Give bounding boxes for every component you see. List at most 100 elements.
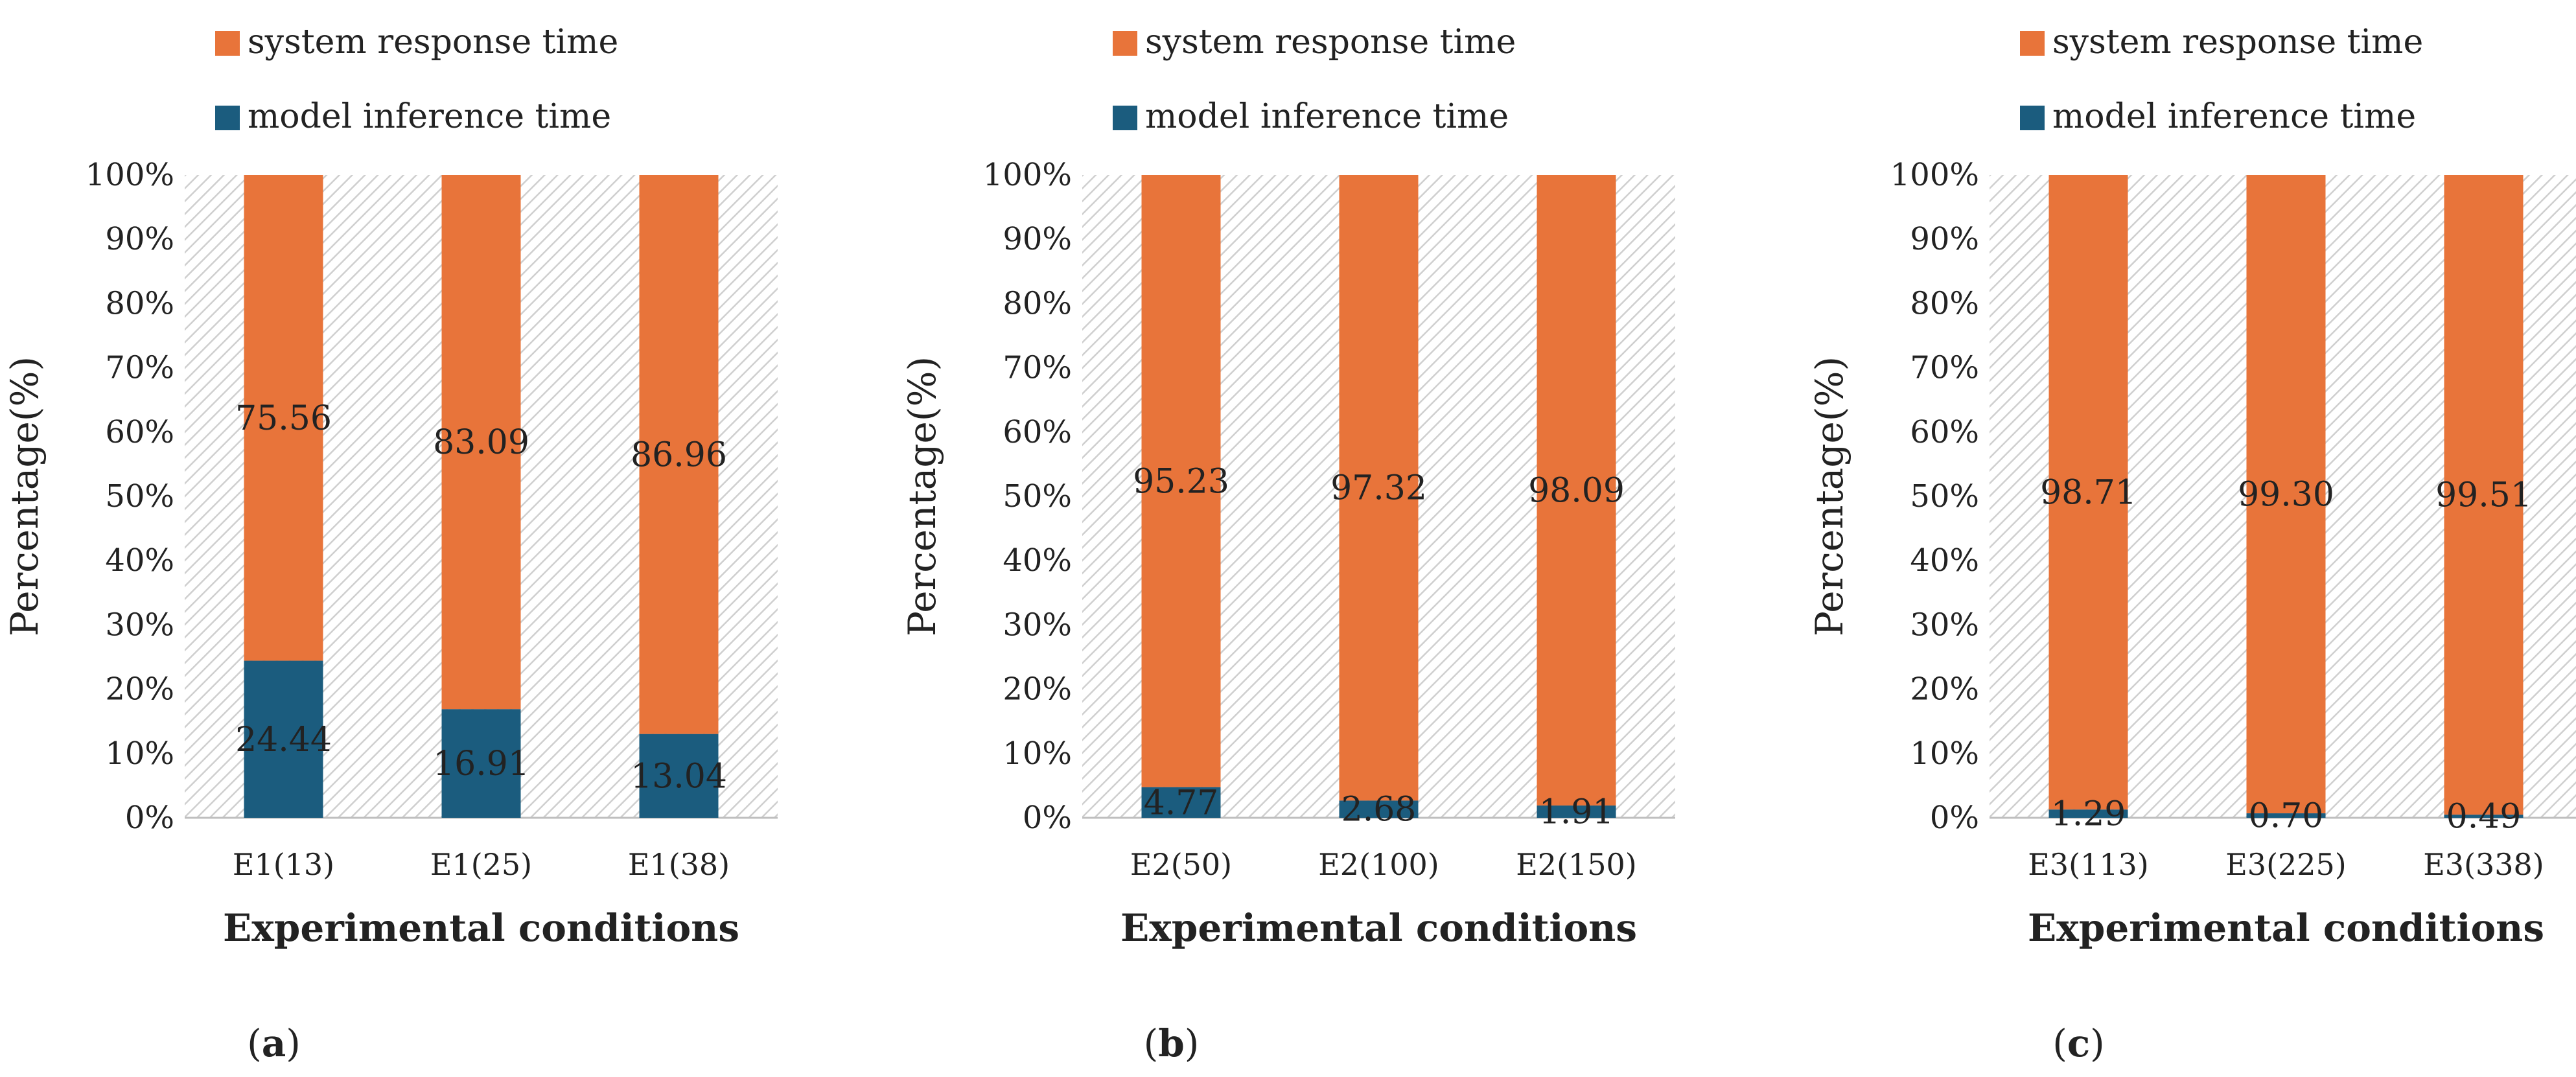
x-category-label: E3(113) <box>2028 847 2149 882</box>
y-tick-label: 70% <box>1910 350 1979 386</box>
bar-model-inference <box>1141 787 1221 818</box>
legend-swatch <box>215 31 240 56</box>
y-tick-label: 80% <box>105 285 174 321</box>
x-category-label: E3(225) <box>2225 847 2347 882</box>
data-label-system-response: 98.71 <box>2040 474 2137 513</box>
y-tick-label: 80% <box>1003 285 1072 321</box>
y-tick-label: 40% <box>1003 542 1072 579</box>
y-tick-label: 20% <box>105 671 174 708</box>
legend-swatch <box>2020 31 2045 56</box>
bar-model-inference <box>2444 815 2524 818</box>
chart-panel-a: system response time model inference time… <box>3 23 778 1065</box>
data-label-model-inference: 0.49 <box>2446 798 2522 837</box>
y-tick-label: 50% <box>1910 478 1979 515</box>
y-tick-label: 60% <box>1003 414 1072 450</box>
data-label-system-response: 83.09 <box>433 423 529 462</box>
bar-system-response <box>1537 175 1616 806</box>
chart-panel-b: system response time model inference time… <box>900 23 1675 1065</box>
bar-system-response <box>244 175 323 661</box>
bar-system-response <box>2048 175 2128 810</box>
y-tick-label: 50% <box>105 478 174 515</box>
x-category-label: E3(338) <box>2423 847 2544 882</box>
x-category-label: E1(38) <box>628 847 730 882</box>
bar-model-inference <box>2246 813 2326 818</box>
bar-system-response <box>441 175 521 710</box>
legend-label: model inference time <box>1145 97 1509 136</box>
y-tick-label: 100% <box>983 157 1072 193</box>
legend-swatch <box>2020 106 2045 130</box>
y-tick-label: 0% <box>1023 800 1072 836</box>
y-tick-label: 60% <box>105 414 174 450</box>
x-category-label: E2(150) <box>1516 847 1637 882</box>
data-label-model-inference: 13.04 <box>631 757 727 796</box>
panel-label: (b) <box>1144 1021 1200 1065</box>
y-tick-label: 30% <box>105 607 174 643</box>
x-axis-title: Experimental conditions <box>1120 906 1637 950</box>
y-tick-label: 10% <box>105 735 174 772</box>
legend-label: system response time <box>1145 23 1516 62</box>
y-tick-label: 100% <box>86 157 174 193</box>
data-label-system-response: 98.09 <box>1528 472 1625 511</box>
panel-label: (c) <box>2052 1021 2105 1065</box>
y-tick-label: 30% <box>1003 607 1072 643</box>
bar-model-inference <box>639 734 719 818</box>
legend-label: model inference time <box>2052 97 2416 136</box>
bar-model-inference <box>2048 809 2128 818</box>
y-tick-label: 100% <box>1890 157 1979 193</box>
data-label-model-inference: 24.44 <box>235 721 332 759</box>
data-label-system-response: 99.30 <box>2238 476 2334 515</box>
panel-label-letter: c <box>2067 1021 2090 1065</box>
x-axis-title: Experimental conditions <box>223 906 739 950</box>
data-label-model-inference: 4.77 <box>1144 783 1219 822</box>
data-label-system-response: 97.32 <box>1330 469 1427 508</box>
y-tick-label: 30% <box>1910 607 1979 643</box>
bar-system-response <box>2444 175 2524 815</box>
data-label-model-inference: 1.29 <box>2051 795 2126 834</box>
legend-swatch <box>215 106 240 130</box>
chart-panel-c: system response time model inference time… <box>1807 23 2576 1065</box>
y-axis-title: Percentage(%) <box>1807 356 1851 636</box>
y-tick-label: 10% <box>1910 735 1979 772</box>
data-label-model-inference: 16.91 <box>433 745 529 783</box>
y-tick-label: 70% <box>1003 350 1072 386</box>
y-tick-label: 0% <box>1930 800 1979 836</box>
y-tick-label: 20% <box>1003 671 1072 708</box>
data-label-system-response: 86.96 <box>631 435 727 474</box>
legend-label: system response time <box>248 23 618 62</box>
y-tick-label: 10% <box>1003 735 1072 772</box>
bar-model-inference <box>1339 800 1419 818</box>
data-label-model-inference: 2.68 <box>1341 791 1417 829</box>
legend-label: system response time <box>2052 23 2423 62</box>
x-axis-title: Experimental conditions <box>2028 906 2544 950</box>
data-label-system-response: 99.51 <box>2435 476 2532 515</box>
legend-label: model inference time <box>248 97 611 136</box>
y-tick-label: 0% <box>125 800 174 836</box>
panel-label: (a) <box>247 1021 301 1065</box>
y-tick-label: 20% <box>1910 671 1979 708</box>
bar-system-response <box>2246 175 2326 814</box>
y-tick-label: 60% <box>1910 414 1979 450</box>
bar-system-response <box>1339 175 1419 801</box>
panel-label-letter: a <box>262 1021 286 1065</box>
legend-swatch <box>1113 106 1137 130</box>
y-tick-label: 90% <box>1910 221 1979 257</box>
y-axis-title: Percentage(%) <box>900 356 944 636</box>
y-tick-label: 70% <box>105 350 174 386</box>
x-category-label: E1(13) <box>233 847 334 882</box>
y-tick-label: 90% <box>105 221 174 257</box>
data-label-model-inference: 1.91 <box>1539 793 1614 832</box>
y-tick-label: 50% <box>1003 478 1072 515</box>
bar-system-response <box>1141 175 1221 787</box>
x-category-label: E1(25) <box>430 847 532 882</box>
x-category-label: E2(50) <box>1130 847 1232 882</box>
legend-swatch <box>1113 31 1137 56</box>
x-category-label: E2(100) <box>1318 847 1439 882</box>
bar-model-inference <box>1537 805 1616 818</box>
y-axis-title: Percentage(%) <box>3 356 47 636</box>
data-label-system-response: 95.23 <box>1133 462 1229 501</box>
panel-label-letter: b <box>1158 1021 1185 1065</box>
y-tick-label: 40% <box>1910 542 1979 579</box>
y-tick-label: 80% <box>1910 285 1979 321</box>
bar-system-response <box>639 175 719 734</box>
